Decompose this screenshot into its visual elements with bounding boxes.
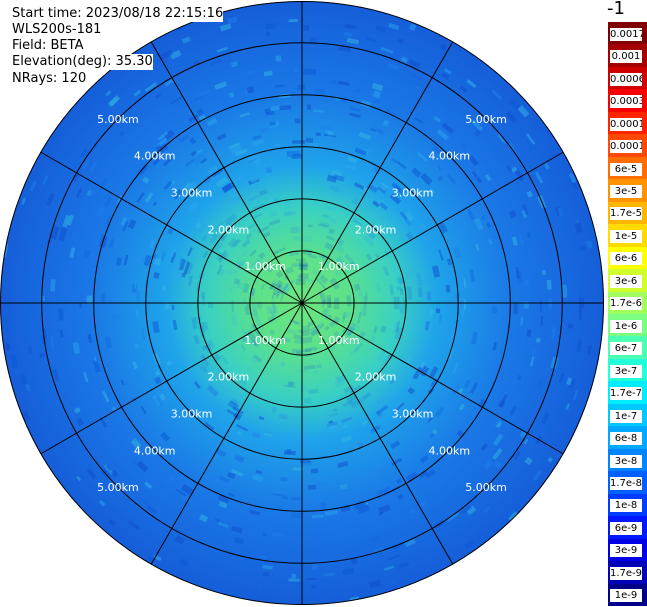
range-ring-label: 4.00km: [429, 444, 471, 457]
radial-spoke: [301, 302, 564, 455]
colorbar-tick-label: 1e-5: [610, 229, 642, 243]
range-ring-label: 3.00km: [392, 187, 434, 200]
range-ring-label: 3.00km: [392, 408, 434, 421]
start-time-label: Start time: 2023/08/18 22:15:16: [12, 6, 224, 22]
colorbar-tick-label: 0.0003: [610, 95, 642, 109]
colorbar-tick-label: 1e-6: [610, 319, 642, 333]
range-ring-label: 4.00km: [429, 150, 471, 163]
colorbar-tick-label: 6e-9: [610, 521, 642, 535]
range-ring-label: 1.00km: [318, 260, 360, 273]
colorbar-tick-label: 6e-6: [610, 252, 642, 266]
ppi-texture: [1, 3, 604, 603]
range-ring-label: 5.00km: [465, 481, 507, 494]
range-ring-label: 5.00km: [97, 113, 139, 126]
colorbar-tick-label: 0.0006: [610, 72, 642, 86]
elevation-label: Elevation(deg): 35.30: [12, 54, 153, 70]
colorbar-tick-label: 3e-5: [610, 184, 642, 198]
radial-spoke: [301, 41, 454, 304]
colorbar-tick-label: 0.00017: [610, 117, 642, 131]
instrument-label: WLS200s-181: [12, 22, 102, 38]
range-ring-label: 1.00km: [244, 334, 286, 347]
colorbar-tick-label: 0.0017: [610, 27, 642, 41]
nrays-label: NRays: 120: [12, 71, 87, 87]
field-label: Field: BETA: [12, 38, 84, 54]
colorbar-tick-label: 1e-8: [610, 499, 642, 513]
colorbar-tick-label: 1.7e-5: [610, 207, 642, 221]
range-ring-label: 1.00km: [318, 334, 360, 347]
ring-labels: 1.00km 1.00km 1.00km 1.00km 2.00km 2.00km 2.00…: [97, 113, 507, 494]
range-ring-label: 4.00km: [134, 150, 176, 163]
colorbar-tick-label: 3e-6: [610, 274, 642, 288]
range-ring-label: 5.00km: [97, 481, 139, 494]
range-ring-label: 4.00km: [134, 444, 176, 457]
range-ring-label: 3.00km: [171, 187, 213, 200]
colorbar-tick-label: 6e-7: [610, 342, 642, 356]
colorbar-tick-label: 1e-9: [610, 589, 642, 603]
range-ring-label: 2.00km: [355, 223, 397, 236]
colorbar-tick-label: 3e-7: [610, 364, 642, 378]
colorbar-tick-label: 1.7e-7: [610, 387, 642, 401]
range-ring-label: 3.00km: [171, 408, 213, 421]
colorbar-tick-label: 3e-8: [610, 454, 642, 468]
ppi-grid: [0, 1, 604, 605]
colorbar-tick-label: 1.7e-8: [610, 476, 642, 490]
colorbar-tick-label: 6e-8: [610, 432, 642, 446]
colorbar-tick-label: 3e-9: [610, 544, 642, 558]
range-ring-label: 1.00km: [244, 260, 286, 273]
radial-spoke: [301, 151, 564, 304]
colorbar-tick-label: 1.7e-6: [610, 297, 642, 311]
radial-spoke: [150, 41, 303, 304]
colorbar-tick-label: 1.7e-9: [610, 566, 642, 580]
range-ring-label: 2.00km: [355, 371, 397, 384]
colorbar-tick-label: 0.001: [610, 50, 642, 64]
radial-spoke: [301, 302, 454, 565]
colorbar-tick-label: 1e-7: [610, 409, 642, 423]
range-ring-label: 2.00km: [208, 371, 250, 384]
radial-spoke: [150, 302, 303, 565]
range-ring-label: 2.00km: [208, 223, 250, 236]
range-ring-label: 5.00km: [465, 113, 507, 126]
radial-spoke: [40, 151, 303, 304]
colorbar-tick-label: 0.0001: [610, 140, 642, 154]
ppi-plot: 1.00km 1.00km 1.00km 1.00km 2.00km 2.00km 2.00…: [0, 1, 604, 605]
colorbar-tick-label: 6e-5: [610, 162, 642, 176]
radial-spoke: [40, 302, 303, 455]
